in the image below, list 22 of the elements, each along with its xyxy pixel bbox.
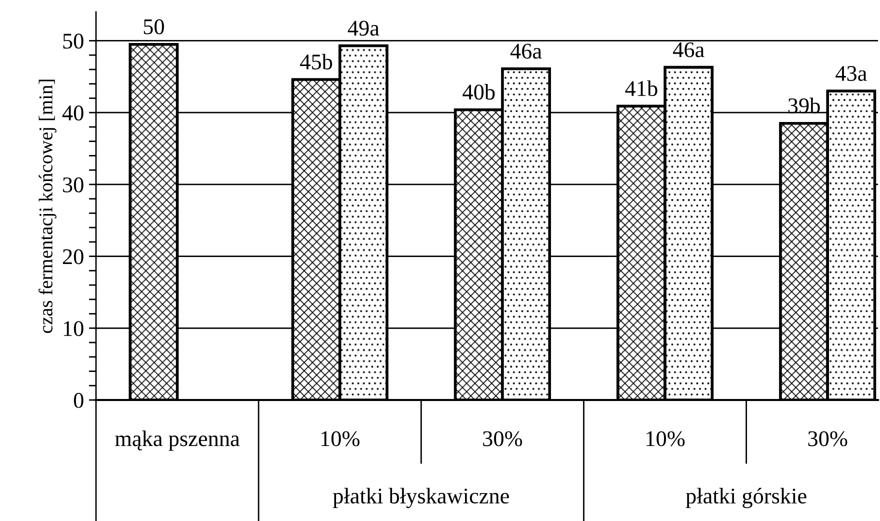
data-label: 40b: [462, 84, 495, 100]
x-tick-label: 10%: [646, 431, 685, 446]
data-label: 43a: [836, 66, 867, 81]
text: płatki górskie: [686, 488, 806, 508]
x-tick-label: 10%: [321, 431, 360, 446]
data-label: 41b: [625, 80, 658, 96]
y-tick-label: 40: [62, 106, 84, 121]
x-tick-label: 30%: [483, 431, 522, 446]
y-tick-label: 10: [64, 321, 84, 336]
data-label: 50: [144, 19, 164, 34]
text: płatki błyskawiczne: [332, 488, 509, 508]
x-tick-label: 30%: [808, 431, 848, 446]
y-axis-title: czas fermentacji końcowej [min]: [38, 80, 56, 333]
y-tick-label: 30: [63, 177, 84, 192]
y-tick-label: 50: [63, 34, 84, 49]
data-label: 46a: [510, 44, 542, 59]
data-label: 45b: [300, 54, 332, 70]
x-tick-label: mąka pszenna: [115, 430, 240, 451]
y-tick-label: 0: [74, 392, 84, 408]
y-tick-label: 20: [62, 249, 84, 264]
data-label: 46a: [672, 42, 704, 58]
data-label: 49a: [348, 20, 380, 36]
